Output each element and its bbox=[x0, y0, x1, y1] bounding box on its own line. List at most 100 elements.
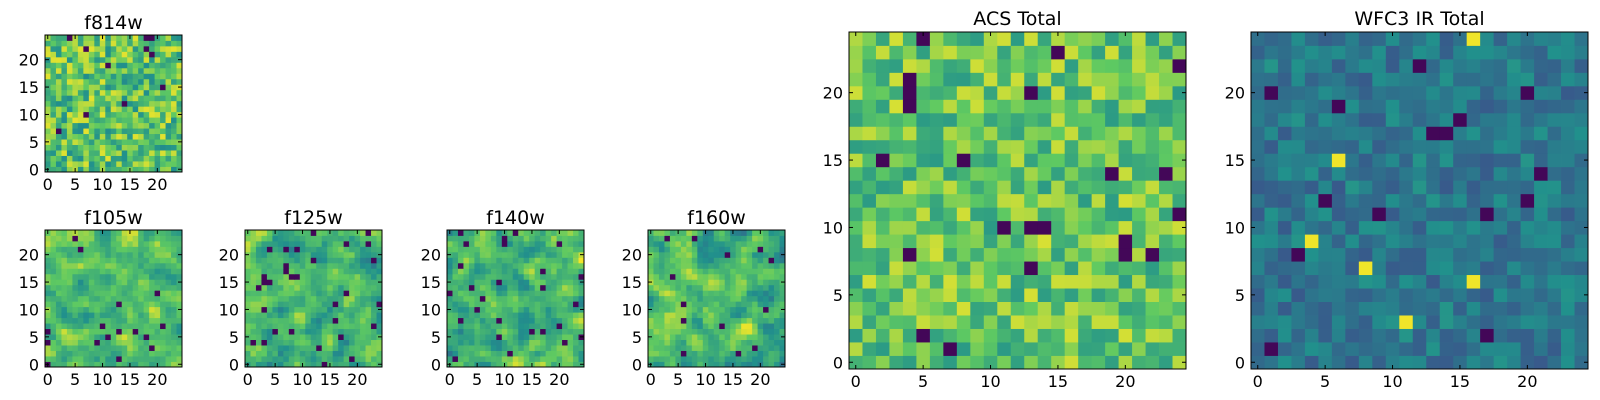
heatmap-cell bbox=[1078, 58, 1093, 73]
heatmap-cell bbox=[686, 334, 693, 340]
heatmap-cell bbox=[116, 133, 123, 140]
heatmap-cell bbox=[849, 112, 863, 127]
heatmap-cell bbox=[562, 328, 568, 335]
heatmap-cell bbox=[110, 150, 117, 156]
heatmap-cell bbox=[1291, 153, 1306, 168]
heatmap-cell bbox=[1105, 274, 1119, 289]
heatmap-cell bbox=[763, 235, 769, 242]
heatmap-cell bbox=[1561, 247, 1575, 262]
heatmap-cell bbox=[88, 35, 95, 41]
heatmap-cell bbox=[310, 339, 317, 346]
heatmap-cell bbox=[66, 122, 73, 129]
heatmap-cell bbox=[1345, 342, 1360, 356]
heatmap-cell bbox=[61, 246, 68, 253]
heatmap-cell bbox=[45, 240, 51, 247]
heatmap-cell bbox=[132, 84, 139, 91]
heatmap-cell bbox=[310, 312, 317, 319]
heatmap-cell bbox=[713, 317, 720, 324]
heatmap-cell bbox=[567, 317, 574, 324]
heatmap-cell bbox=[176, 284, 183, 291]
heatmap-cell bbox=[1159, 207, 1173, 222]
heatmap-cell bbox=[72, 40, 79, 47]
heatmap-cell bbox=[730, 284, 737, 291]
heatmap-cell bbox=[99, 290, 106, 297]
heatmap-cell bbox=[310, 251, 317, 258]
heatmap-cell bbox=[691, 350, 698, 357]
heatmap-cell bbox=[165, 56, 172, 63]
heatmap-cell bbox=[648, 268, 654, 275]
heatmap-cell bbox=[551, 328, 557, 335]
heatmap-cell bbox=[61, 51, 68, 58]
heatmap-cell bbox=[1493, 261, 1508, 276]
heatmap-cell bbox=[1520, 342, 1535, 356]
heatmap-cell bbox=[105, 301, 112, 308]
heatmap-cell bbox=[1064, 126, 1079, 141]
heatmap-cell bbox=[116, 240, 123, 247]
heatmap-cell bbox=[299, 312, 306, 319]
heatmap-cell bbox=[261, 350, 268, 357]
heatmap-cell bbox=[127, 40, 134, 47]
heatmap-cell bbox=[1051, 207, 1066, 222]
heatmap-cell bbox=[1426, 220, 1441, 235]
heatmap-cell bbox=[171, 273, 177, 280]
heatmap-cell bbox=[889, 234, 904, 249]
heatmap-cell bbox=[338, 257, 345, 264]
heatmap-cell bbox=[768, 257, 775, 264]
heatmap-cell bbox=[110, 89, 117, 96]
heatmap-cell bbox=[578, 350, 585, 357]
heatmap-cell bbox=[343, 328, 350, 335]
heatmap-cell bbox=[99, 235, 106, 242]
heatmap-cell bbox=[1358, 220, 1373, 235]
heatmap-cell bbox=[72, 45, 79, 52]
heatmap-cell bbox=[1426, 328, 1441, 343]
heatmap-cell bbox=[272, 317, 279, 324]
heatmap-cell bbox=[288, 301, 295, 308]
heatmap-cell bbox=[956, 126, 971, 141]
heatmap-cell bbox=[691, 284, 698, 291]
heatmap-cell bbox=[1574, 315, 1589, 329]
heatmap-cell bbox=[338, 284, 345, 291]
heatmap-cell bbox=[1105, 315, 1119, 329]
heatmap-cell bbox=[889, 288, 904, 302]
heatmap-cell bbox=[752, 339, 758, 346]
heatmap-cell bbox=[88, 139, 95, 145]
heatmap-cell bbox=[943, 288, 958, 302]
heatmap-cell bbox=[321, 246, 328, 253]
heatmap-cell bbox=[110, 339, 117, 346]
heatmap-cell bbox=[176, 100, 183, 107]
heatmap-cell bbox=[371, 230, 377, 236]
heatmap-cell bbox=[283, 295, 290, 302]
heatmap-cell bbox=[768, 350, 775, 357]
heatmap-cell bbox=[176, 78, 183, 85]
heatmap-cell bbox=[862, 234, 877, 249]
heatmap-cell bbox=[72, 356, 79, 362]
heatmap-cell bbox=[463, 273, 470, 280]
heatmap-cell bbox=[261, 328, 268, 335]
heatmap-cell bbox=[512, 235, 519, 242]
heatmap-cell bbox=[658, 262, 665, 269]
heatmap-cell bbox=[299, 262, 306, 269]
heatmap-cell bbox=[132, 51, 139, 58]
heatmap-cell bbox=[479, 290, 486, 297]
heatmap-cell bbox=[376, 273, 383, 280]
heatmap-cell bbox=[889, 153, 904, 168]
heatmap-cell bbox=[889, 99, 904, 114]
heatmap-cell bbox=[1493, 247, 1508, 262]
heatmap-cell bbox=[1426, 45, 1441, 60]
y-tick-label: 0 bbox=[833, 353, 843, 372]
heatmap-cell bbox=[338, 339, 345, 346]
heatmap-cell bbox=[983, 180, 998, 195]
heatmap-cell bbox=[55, 84, 62, 91]
heatmap-cell bbox=[138, 56, 145, 63]
heatmap-cell bbox=[94, 356, 101, 362]
heatmap-cell bbox=[1453, 166, 1468, 181]
heatmap-cell bbox=[1118, 355, 1133, 370]
heatmap-cell bbox=[929, 58, 944, 73]
heatmap-cell bbox=[768, 290, 775, 297]
heatmap-cell bbox=[261, 251, 268, 258]
heatmap-cell bbox=[1251, 139, 1265, 154]
heatmap-cell bbox=[752, 279, 758, 286]
heatmap-cell bbox=[61, 350, 68, 357]
heatmap-cell bbox=[452, 279, 459, 286]
